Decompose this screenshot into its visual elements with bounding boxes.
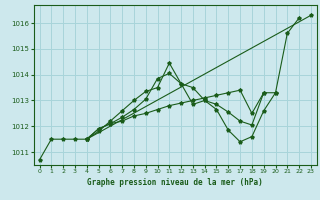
- X-axis label: Graphe pression niveau de la mer (hPa): Graphe pression niveau de la mer (hPa): [87, 178, 263, 187]
